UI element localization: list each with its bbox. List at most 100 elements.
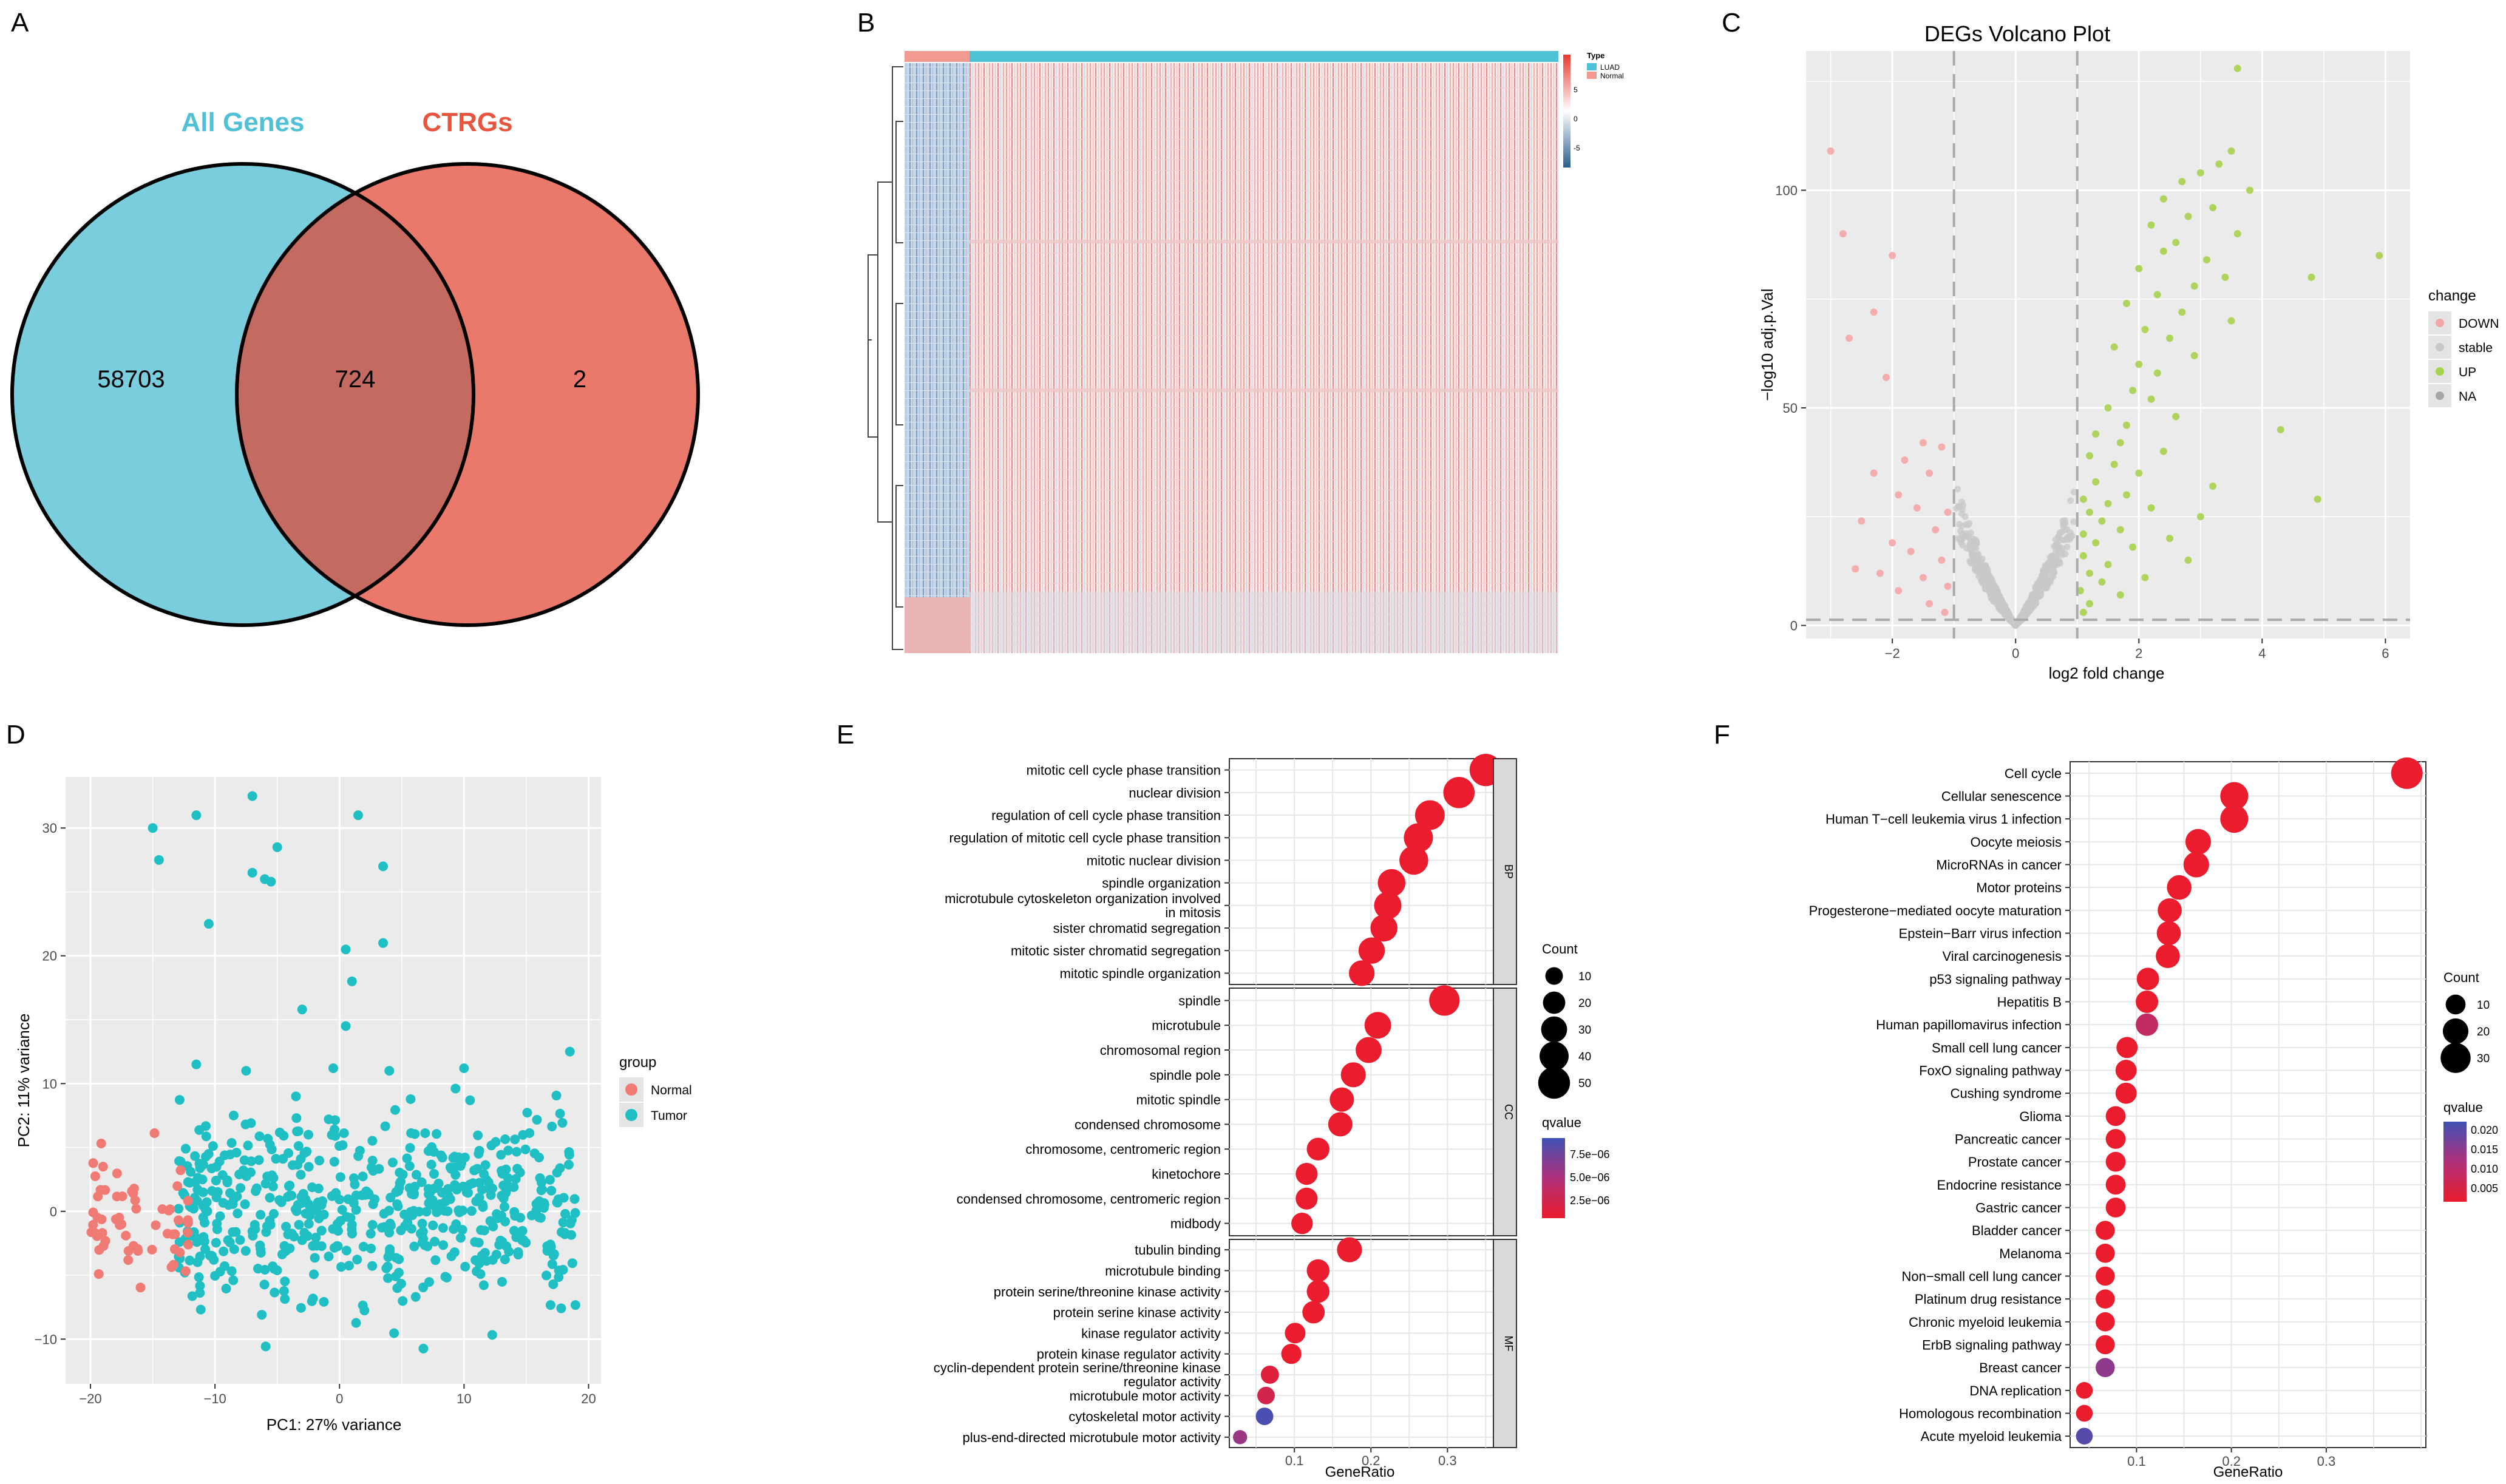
up-point [2178,308,2186,316]
heat-colorbar [1563,55,1570,168]
tumor-point [279,1131,289,1141]
normal-point [183,1218,193,1228]
down-point [1827,147,1835,155]
tumor-point [218,1198,228,1208]
tumor-point [432,1129,442,1139]
panel-label-d: D [6,720,25,750]
up-point [2086,509,2094,517]
tumor-point [240,1199,250,1210]
stable-point [1954,486,1961,493]
term-label: cyclin-dependent protein serine/threonin… [934,1360,1221,1375]
up-point [2147,504,2155,512]
tumor-point [531,1199,542,1209]
term-label: mitotic sister chromatid segregation [1011,943,1221,958]
legend-dot-normal [625,1083,637,1096]
tumor-point [526,1210,537,1221]
legend-label-up: UP [2459,365,2476,379]
tumor-point [429,1147,439,1157]
up-point [2147,221,2155,229]
tumor-point [272,842,282,852]
tumor-point [472,1266,482,1276]
tumor-point [219,1246,229,1256]
size-legend-dot [1543,991,1566,1014]
term-label: cytoskeletal motor activity [1068,1409,1221,1425]
tumor-point [480,1160,491,1170]
tumor-point [364,1189,374,1199]
tumor-point [256,1210,266,1220]
up-point [2153,369,2161,377]
annotation-luad [969,51,1558,62]
tumor-point [260,1179,271,1189]
up-point [2141,574,2149,581]
normal-point [90,1171,100,1181]
term-label: microtubule cytoskeleton organization in… [945,891,1221,906]
tumor-point [398,1296,408,1306]
normal-point [168,1259,178,1270]
tumor-point [430,1255,441,1265]
tumor-point [367,1156,378,1166]
up-point [2104,561,2112,569]
tumor-point [296,1303,306,1313]
up-point [2184,556,2192,564]
term-label: protein serine/threonine kinase activity [994,1284,1221,1299]
tumor-point [148,823,158,833]
term-label: nuclear division [1129,785,1221,801]
volcano-legend: change DOWN stable UP NA [2428,288,2499,407]
tumor-point [353,1151,364,1161]
tumor-point [316,1225,327,1236]
tumor-point [319,1210,329,1220]
facet-strip-label: CC [1503,1104,1515,1120]
tumor-point [174,1095,185,1105]
stable-point [2042,563,2049,571]
stable-point [2037,575,2045,583]
tumor-point [392,1199,402,1209]
tumor-point [387,1157,398,1168]
up-point [2135,469,2143,477]
tumor-point [301,1208,311,1219]
colorbar-tick-5: 5 [1574,86,1578,94]
term-dot [2167,875,2192,900]
tumor-point [247,791,257,801]
tumor-point [458,1205,468,1216]
tumor-point [324,1252,334,1262]
stable-point [1966,541,1974,548]
tumor-point [564,1147,574,1157]
stable-point [1971,544,1978,552]
term-label: Glioma [2019,1109,2062,1124]
tumor-point [266,876,276,887]
tumor-point [417,1218,427,1228]
term-dot [1260,1366,1279,1384]
up-point [2116,591,2124,599]
term-label: Acute myeloid leukemia [1921,1429,2062,1444]
stable-point [2061,536,2068,543]
tumor-point [215,1211,225,1221]
size-legend-label: 40 [1578,1051,1591,1063]
tumor-point [384,1066,395,1076]
annotation-legend-title: Type [1587,51,1604,60]
go-color-legend-title: qvalue [1542,1115,1581,1130]
tumor-point [486,1140,497,1151]
term-label: Homologous recombination [1899,1406,2062,1421]
tumor-point [549,1249,559,1259]
tumor-point [559,1193,569,1203]
down-point [1889,252,1896,260]
tumor-point [406,1094,416,1104]
facet-strip-label: MF [1503,1336,1515,1352]
down-point [1913,504,1921,512]
tumor-point [520,1144,531,1154]
tumor-point [296,1170,306,1180]
term-label: p53 signaling pathway [1929,972,2062,987]
tumor-point [328,1224,338,1234]
term-dot [1399,845,1428,875]
tumor-point [433,1205,444,1216]
term-label: spindle organization [1102,876,1221,891]
up-point [2135,361,2143,368]
term-label: Gastric cancer [1975,1201,2062,1216]
pca-legend-title: group [619,1054,656,1071]
legend-dot-tumor [625,1109,637,1121]
x-tick-label: 0.1 [1285,1453,1304,1468]
tumor-point [503,1145,514,1156]
tumor-point [409,1190,419,1200]
term-label: protein serine kinase activity [1053,1305,1221,1320]
tumor-point [556,1303,566,1313]
